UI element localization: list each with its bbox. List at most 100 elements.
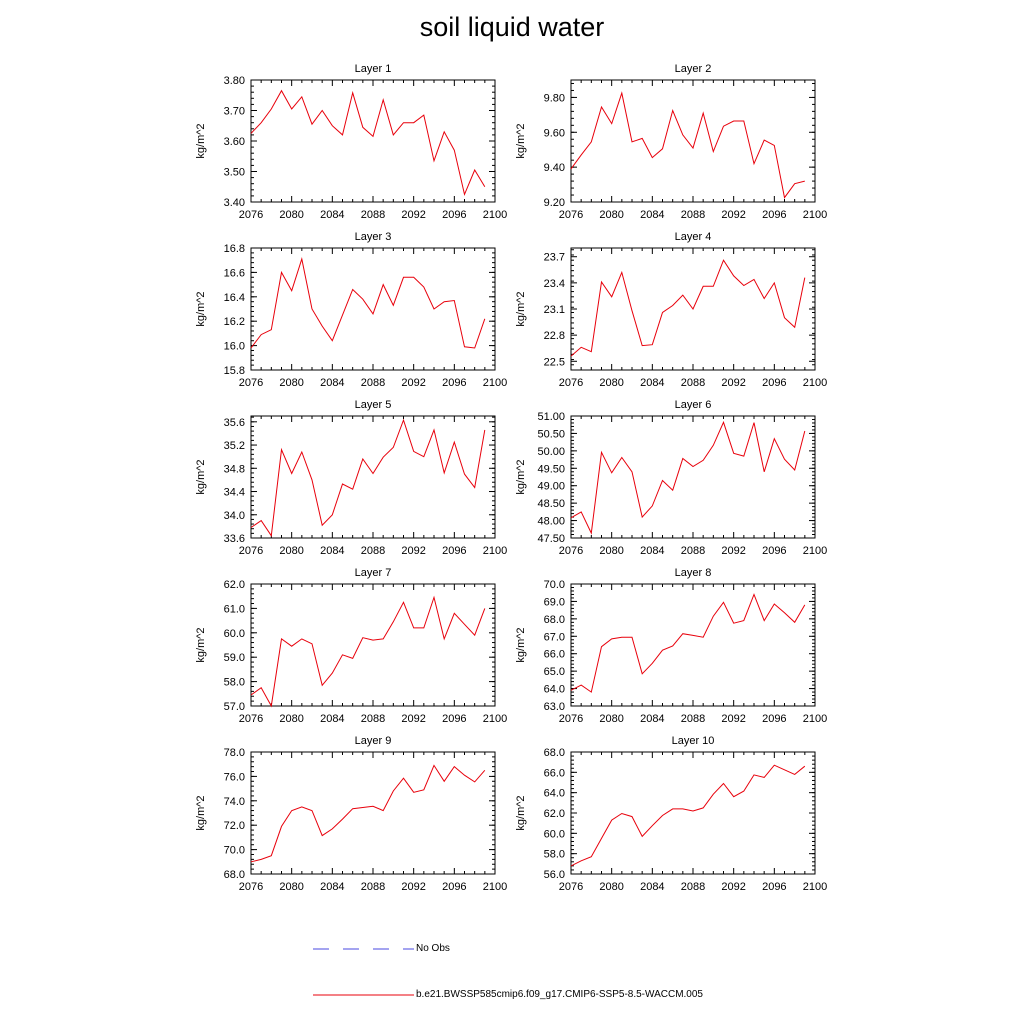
plot-frame — [570, 79, 816, 203]
x-tick-label: 2096 — [762, 377, 786, 389]
panel-layer-4: Layer 4 kg/m^2 2076 2080 2084 2088 2092 2096 210… — [515, 231, 827, 389]
x-tick-label: 2088 — [681, 545, 705, 557]
x-tick-label: 2096 — [442, 545, 466, 557]
y-tick-label: 15.8 — [224, 365, 245, 377]
y-tick-label: 64.0 — [544, 788, 565, 800]
x-tick-label: 2096 — [442, 881, 466, 893]
x-tick-label: 2100 — [483, 545, 507, 557]
x-tick-label: 2100 — [803, 881, 827, 893]
x-tick-label: 2088 — [681, 881, 705, 893]
y-tick-label: 50.50 — [537, 428, 565, 440]
series-line — [570, 259, 806, 357]
chart-title: soil liquid water — [419, 12, 605, 42]
x-tick-label: 2084 — [640, 209, 664, 221]
panel-title: Layer 6 — [675, 399, 712, 411]
panel-title: Layer 3 — [355, 231, 392, 243]
y-tick-label: 16.6 — [224, 267, 245, 279]
y-axis-label: kg/m^2 — [515, 123, 527, 158]
panel-title: Layer 8 — [675, 567, 712, 579]
y-tick-label: 61.0 — [224, 603, 245, 615]
panel-title: Layer 1 — [355, 63, 392, 75]
x-tick-label: 2084 — [320, 545, 344, 557]
panel-layer-7: Layer 7 kg/m^2 2076 2080 2084 2088 2092 2096 210… — [195, 567, 507, 725]
x-tick-label: 2080 — [279, 209, 303, 221]
x-tick-label: 2076 — [239, 713, 263, 725]
panel-layer-10: Layer 10 kg/m^2 2076 2080 2084 2088 2092 2096 21… — [515, 735, 827, 893]
x-tick-label: 2088 — [681, 209, 705, 221]
x-tick-label: 2084 — [320, 209, 344, 221]
panel-title: Layer 10 — [672, 735, 715, 747]
x-tick-label: 2100 — [483, 713, 507, 725]
x-tick-label: 2096 — [762, 713, 786, 725]
y-tick-label: 3.60 — [224, 136, 245, 148]
x-tick-label: 2076 — [239, 881, 263, 893]
y-tick-label: 16.0 — [224, 341, 245, 353]
y-tick-label: 3.50 — [224, 167, 245, 179]
x-tick-label: 2088 — [361, 881, 385, 893]
y-tick-label: 47.50 — [537, 533, 565, 545]
x-tick-label: 2084 — [640, 881, 664, 893]
x-tick-label: 2080 — [599, 545, 623, 557]
series-line — [250, 595, 486, 708]
plot-frame — [250, 79, 496, 203]
x-tick-label: 2092 — [401, 545, 425, 557]
legend-model-label: b.e21.BWSSP585cmip6.f09_g17.CMIP6-SSP5-8… — [416, 989, 703, 1000]
y-tick-label: 22.5 — [544, 356, 565, 368]
panel-title: Layer 2 — [675, 63, 712, 75]
x-tick-label: 2100 — [803, 545, 827, 557]
x-tick-label: 2076 — [559, 881, 583, 893]
y-tick-label: 66.0 — [544, 767, 565, 779]
x-tick-label: 2080 — [279, 713, 303, 725]
x-tick-label: 2080 — [279, 377, 303, 389]
x-tick-label: 2100 — [483, 881, 507, 893]
series-line — [570, 420, 806, 535]
x-tick-label: 2088 — [361, 713, 385, 725]
x-tick-label: 2076 — [559, 209, 583, 221]
plot-frame — [250, 415, 496, 539]
y-tick-label: 16.2 — [224, 316, 245, 328]
x-tick-label: 2096 — [442, 209, 466, 221]
y-tick-label: 62.0 — [544, 808, 565, 820]
plot-frame — [570, 583, 816, 707]
x-tick-label: 2080 — [599, 377, 623, 389]
x-tick-label: 2092 — [721, 545, 745, 557]
y-tick-label: 9.60 — [544, 127, 565, 139]
x-tick-label: 2096 — [442, 377, 466, 389]
y-tick-label: 78.0 — [224, 747, 245, 759]
x-tick-label: 2084 — [640, 377, 664, 389]
x-tick-label: 2092 — [401, 377, 425, 389]
y-tick-label: 74.0 — [224, 796, 245, 808]
y-tick-label: 9.40 — [544, 162, 565, 174]
y-tick-label: 35.6 — [224, 417, 245, 429]
panel-title: Layer 4 — [675, 231, 712, 243]
x-tick-label: 2088 — [681, 377, 705, 389]
x-tick-label: 2084 — [320, 713, 344, 725]
series-line — [250, 764, 486, 863]
y-tick-label: 50.00 — [537, 446, 565, 458]
x-tick-label: 2076 — [559, 713, 583, 725]
y-tick-label: 9.80 — [544, 92, 565, 104]
y-tick-label: 63.0 — [544, 701, 565, 713]
series-line — [250, 257, 486, 349]
y-tick-label: 35.2 — [224, 440, 245, 452]
y-tick-label: 68.0 — [544, 614, 565, 626]
x-tick-label: 2088 — [361, 209, 385, 221]
x-tick-label: 2076 — [559, 377, 583, 389]
y-tick-label: 3.40 — [224, 197, 245, 209]
y-tick-label: 23.7 — [544, 252, 565, 264]
plot-frame — [250, 583, 496, 707]
x-tick-label: 2076 — [239, 545, 263, 557]
series-line — [570, 91, 805, 199]
y-tick-label: 3.70 — [224, 106, 245, 118]
x-tick-label: 2092 — [401, 713, 425, 725]
x-tick-label: 2076 — [239, 377, 263, 389]
series-line — [570, 593, 806, 693]
series-line — [570, 764, 806, 867]
y-tick-label: 64.0 — [544, 684, 565, 696]
x-tick-label: 2096 — [762, 209, 786, 221]
x-tick-label: 2096 — [762, 881, 786, 893]
y-tick-label: 68.0 — [224, 869, 245, 881]
panel-title: Layer 5 — [355, 399, 392, 411]
y-axis-label: kg/m^2 — [195, 459, 207, 494]
y-tick-label: 70.0 — [544, 579, 565, 591]
